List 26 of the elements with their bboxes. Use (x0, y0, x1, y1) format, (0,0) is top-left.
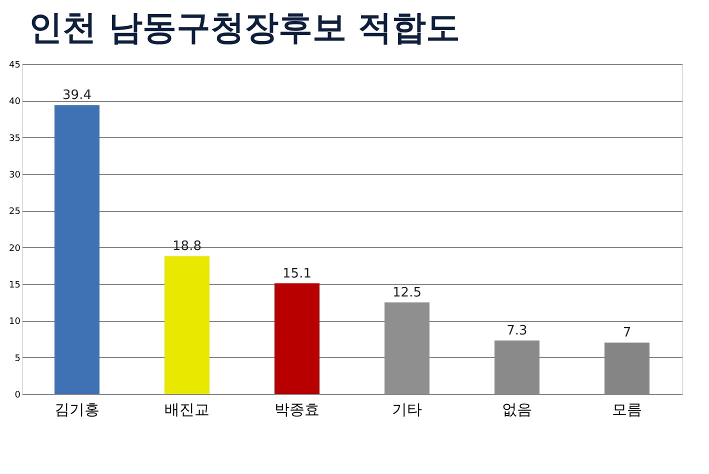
x-tick-label: 없음 (502, 400, 532, 418)
data-label: 7 (622, 326, 632, 341)
bar (164, 256, 210, 394)
y-tick-label: 45 (9, 60, 20, 70)
data-label: 15.1 (282, 266, 312, 282)
chart-title: 인천 남동구청장후보 적합도 (28, 8, 460, 48)
y-tick-label: 10 (9, 317, 21, 328)
y-tick-label: 20 (9, 244, 21, 254)
x-tick-label: 박종효 (274, 400, 320, 418)
y-tick-label: 0 (14, 390, 21, 400)
data-label: 12.5 (392, 285, 422, 300)
data-label: 7.3 (506, 323, 528, 338)
y-tick-label: 40 (9, 97, 21, 108)
y-tick-label: 25 (9, 207, 20, 218)
data-label: 18.8 (172, 239, 202, 254)
y-tick-label: 35 (9, 134, 20, 144)
y-tick-label: 30 (9, 170, 21, 180)
bar (274, 283, 320, 394)
y-tick-label: 15 (9, 280, 20, 290)
bar (54, 105, 100, 394)
x-tick-label: 기타 (392, 400, 422, 418)
x-tick-label: 모름 (612, 400, 642, 418)
y-tick-label: 5 (14, 354, 20, 364)
data-label: 39.4 (62, 88, 92, 104)
x-tick-label: 배진교 (164, 400, 210, 418)
x-tick-label: 김기홍 (54, 400, 100, 418)
